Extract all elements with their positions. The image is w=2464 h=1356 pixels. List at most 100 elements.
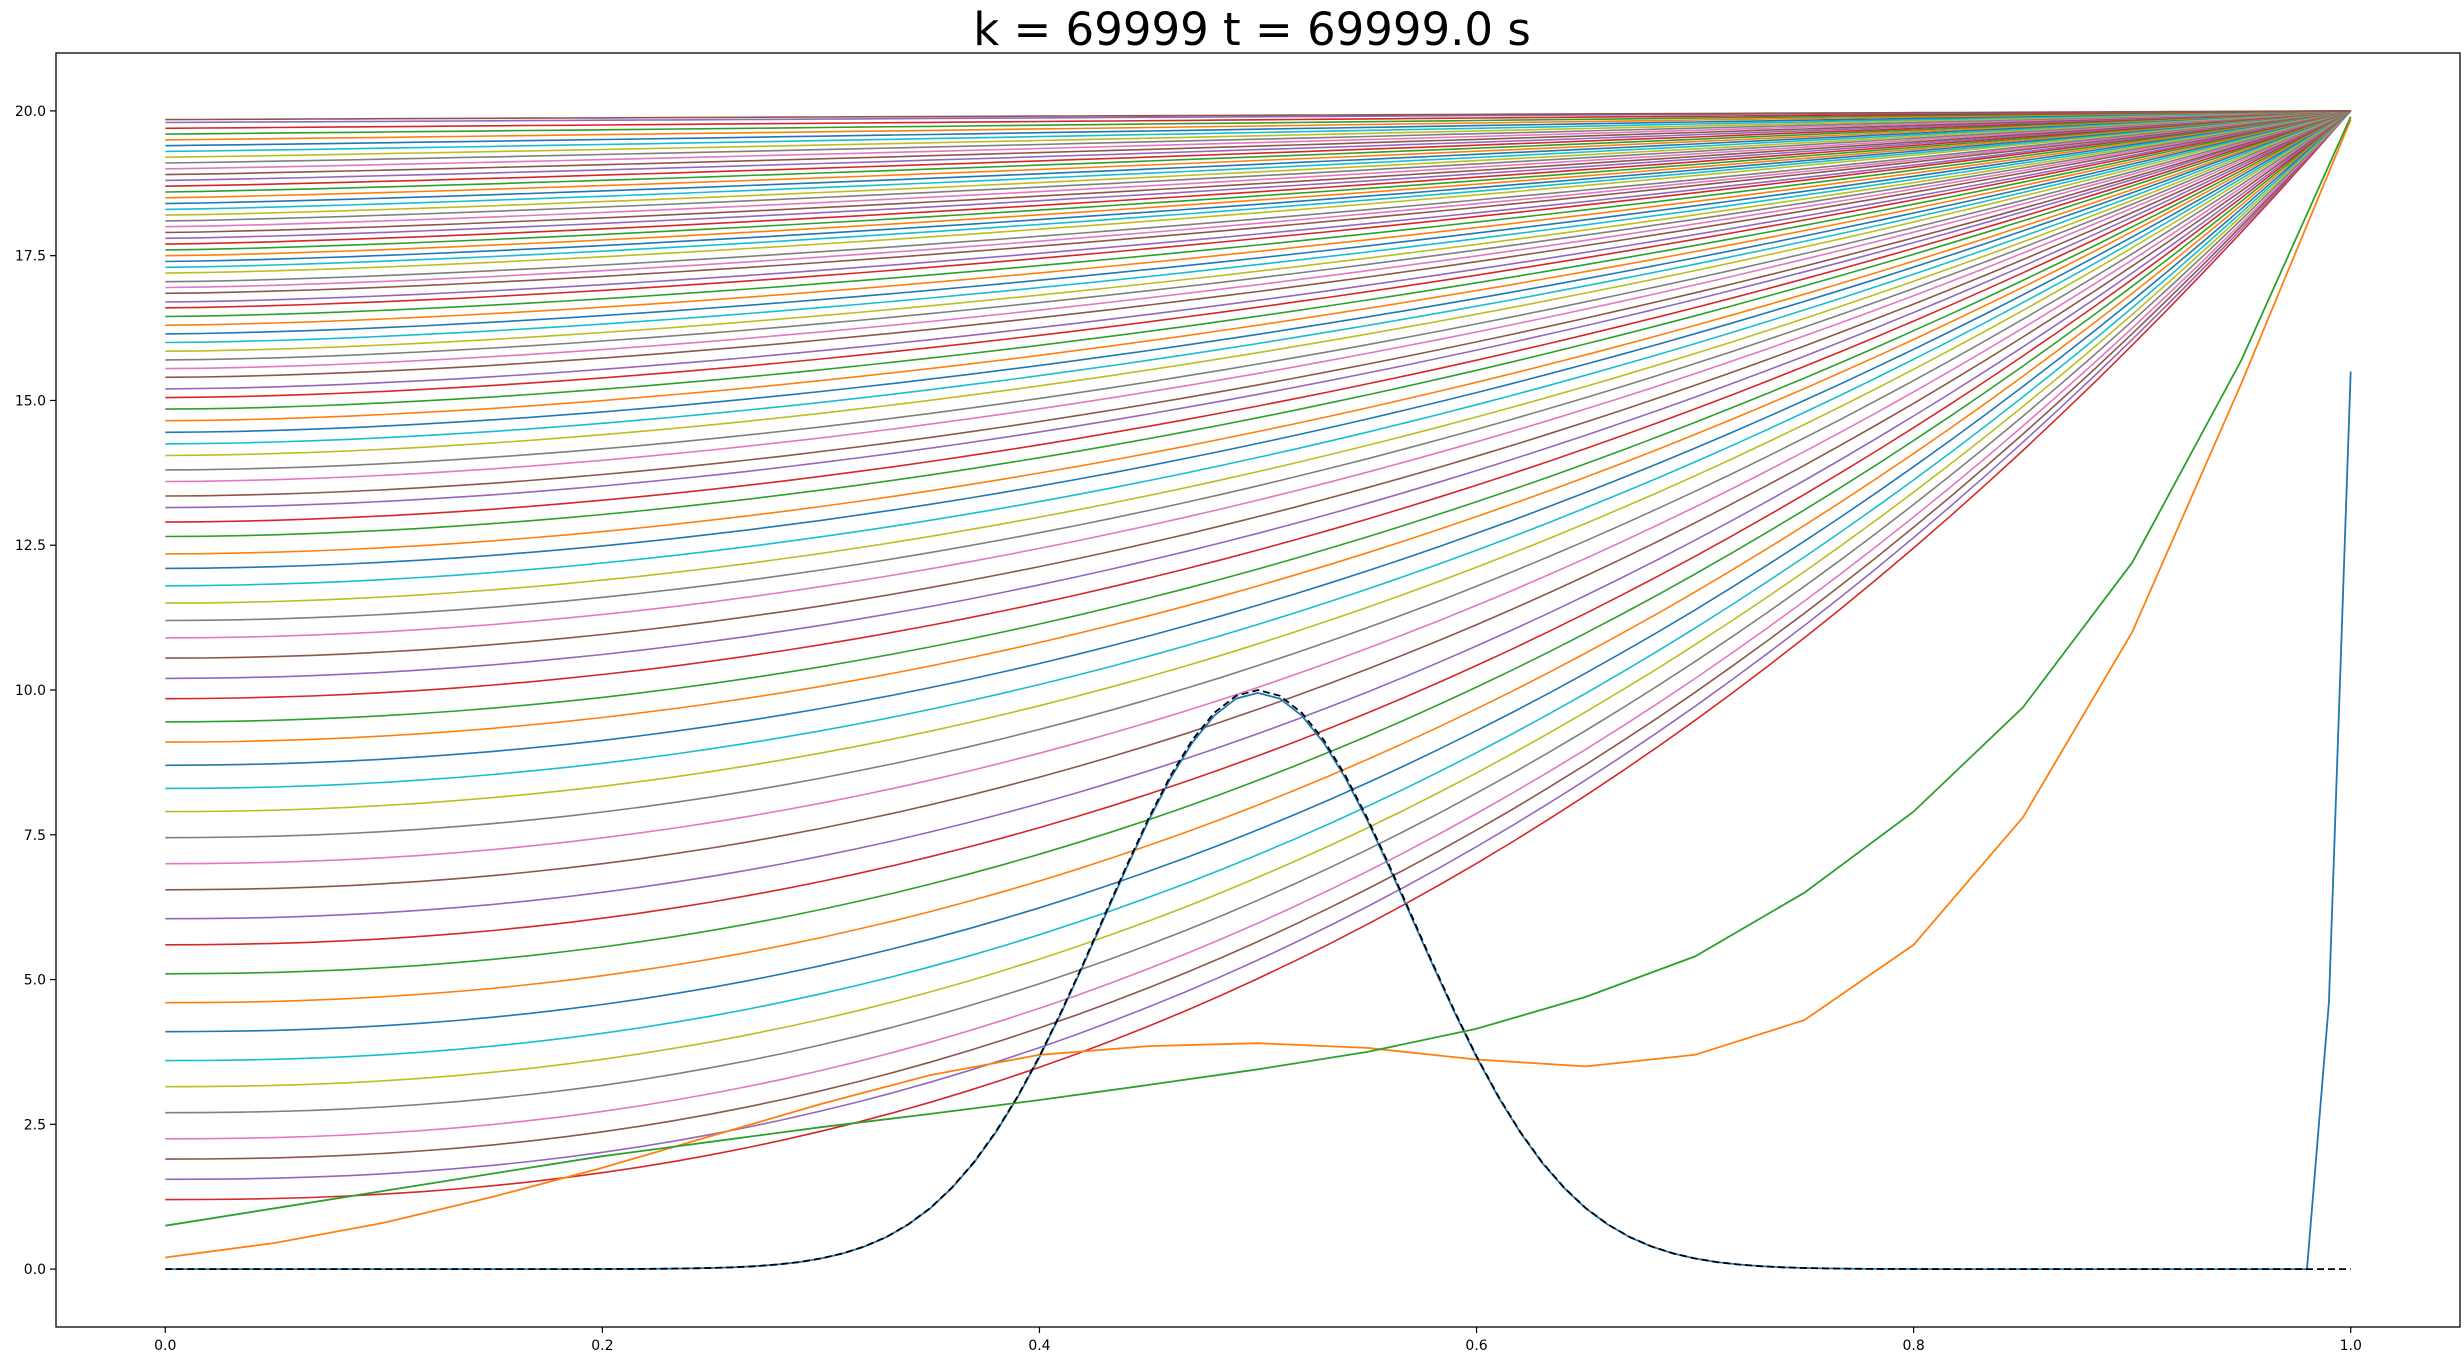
x-tick-label: 0.8	[1903, 1338, 1925, 1354]
series-line-family-60	[165, 110, 2351, 251]
series-line-family-61	[165, 110, 2351, 245]
series-line-family-78	[165, 110, 2351, 147]
series-line-family-9	[165, 110, 2352, 1004]
series-line-family-72	[165, 110, 2351, 182]
series-line-family-31	[165, 110, 2351, 523]
series-line-family-46	[165, 110, 2351, 352]
series-line-family-2	[165, 110, 2352, 1181]
series-line-family-83	[165, 110, 2351, 121]
series-line-family-48	[165, 110, 2351, 335]
series-line-family-58	[165, 110, 2351, 263]
series-line-family-6	[165, 110, 2352, 1088]
series-line-family-4	[165, 110, 2352, 1140]
series-line-initial-condition	[165, 689, 2351, 1270]
series-line-family-76	[165, 110, 2351, 158]
series-line-family-25	[165, 110, 2352, 622]
series-line-family-41	[165, 110, 2351, 399]
series-line-family-35	[165, 110, 2351, 471]
series-line-family-44	[165, 110, 2351, 370]
series-layer	[165, 110, 2352, 1270]
series-line-family-65	[165, 110, 2351, 222]
series-line-family-21	[165, 110, 2352, 700]
series-line-family-52	[165, 110, 2351, 303]
series-line-family-36	[165, 110, 2351, 457]
series-line-family-64	[165, 110, 2351, 228]
series-line-family-12	[165, 110, 2352, 920]
series-line-family-39	[165, 110, 2351, 422]
series-line-family-81	[165, 110, 2351, 130]
series-line-family-18	[165, 110, 2352, 767]
series-line-family-56	[165, 110, 2351, 274]
series-line-family-53	[165, 110, 2351, 295]
series-line-family-28	[165, 110, 2351, 570]
series-line-family-73	[165, 110, 2351, 176]
series-line-family-7	[165, 110, 2352, 1062]
series-line-family-3	[165, 110, 2352, 1160]
chart-title: k = 69999 t = 69999.0 s	[973, 3, 1531, 56]
series-line-family-47	[165, 110, 2351, 344]
series-line-family-55	[165, 110, 2351, 283]
series-line-family-13	[165, 110, 2352, 891]
series-line-family-51	[165, 110, 2351, 309]
y-tick-label: 7.5	[24, 828, 46, 844]
series-line-family-77	[165, 110, 2351, 153]
series-line-family-50	[165, 110, 2351, 318]
series-line-family-22	[165, 110, 2352, 680]
series-line-family-24	[165, 110, 2352, 639]
series-line-family-54	[165, 110, 2351, 289]
series-line-family-80	[165, 110, 2351, 135]
y-tick-label: 5.0	[24, 973, 46, 989]
x-tick-label: 1.0	[2340, 1338, 2362, 1354]
series-line-family-37	[165, 110, 2351, 445]
series-line-family-69	[165, 110, 2351, 199]
series-line-family-16	[165, 110, 2352, 813]
series-line-family-79	[165, 110, 2351, 141]
series-line-family-1	[165, 110, 2352, 1201]
x-axis: 0.0 0.2 0.4 0.6 0.8 1.0	[154, 1327, 2362, 1354]
x-tick-label: 0.6	[1465, 1338, 1487, 1354]
x-tick-label: 0.0	[154, 1338, 176, 1354]
series-line-family-15	[165, 110, 2352, 839]
series-line-family-42	[165, 110, 2351, 390]
series-line-family-70	[165, 110, 2351, 193]
series-line-family-27	[165, 110, 2352, 587]
series-line-family-71	[165, 110, 2351, 187]
series-line-family-30	[165, 110, 2351, 538]
reference-layer	[165, 689, 2351, 1270]
series-line-family-43	[165, 110, 2351, 379]
x-tick-label: 0.4	[1028, 1338, 1050, 1354]
series-line-family-67	[165, 110, 2351, 211]
series-line-family-49	[165, 110, 2351, 326]
series-line-family-19	[165, 110, 2352, 743]
series-line-family-40	[165, 110, 2351, 410]
series-line-family-29	[165, 110, 2351, 555]
series-line-family-45	[165, 110, 2351, 361]
series-line-step-0	[165, 371, 2352, 1270]
series-line-family-20	[165, 110, 2352, 723]
series-line-family-23	[165, 110, 2352, 659]
series-line-step-1	[165, 119, 2352, 1259]
series-line-family-66	[165, 110, 2351, 216]
series-line-step-2	[165, 116, 2352, 1227]
series-line-family-33	[165, 110, 2351, 497]
series-line-family-57	[165, 110, 2351, 269]
series-line-family-11	[165, 110, 2352, 946]
series-line-family-17	[165, 110, 2352, 790]
x-tick-label: 0.2	[591, 1338, 613, 1354]
series-line-family-5	[165, 110, 2352, 1114]
series-line-family-38	[165, 110, 2351, 434]
series-line-family-8	[165, 110, 2352, 1033]
y-tick-label: 10.0	[15, 683, 46, 699]
y-tick-label: 20.0	[15, 104, 46, 120]
series-line-family-75	[165, 110, 2351, 164]
y-tick-label: 17.5	[15, 249, 46, 265]
series-line-family-26	[165, 110, 2352, 604]
series-line-family-34	[165, 110, 2351, 483]
y-axis: 0.0 2.5 5.0 7.5 10.0 12.5 15.0 17.5 20.0	[15, 104, 56, 1278]
series-line-family-74	[165, 110, 2351, 170]
series-line-family-62	[165, 110, 2351, 240]
series-line-family-32	[165, 110, 2351, 509]
series-line-family-63	[165, 110, 2351, 234]
series-line-family-59	[165, 110, 2351, 257]
